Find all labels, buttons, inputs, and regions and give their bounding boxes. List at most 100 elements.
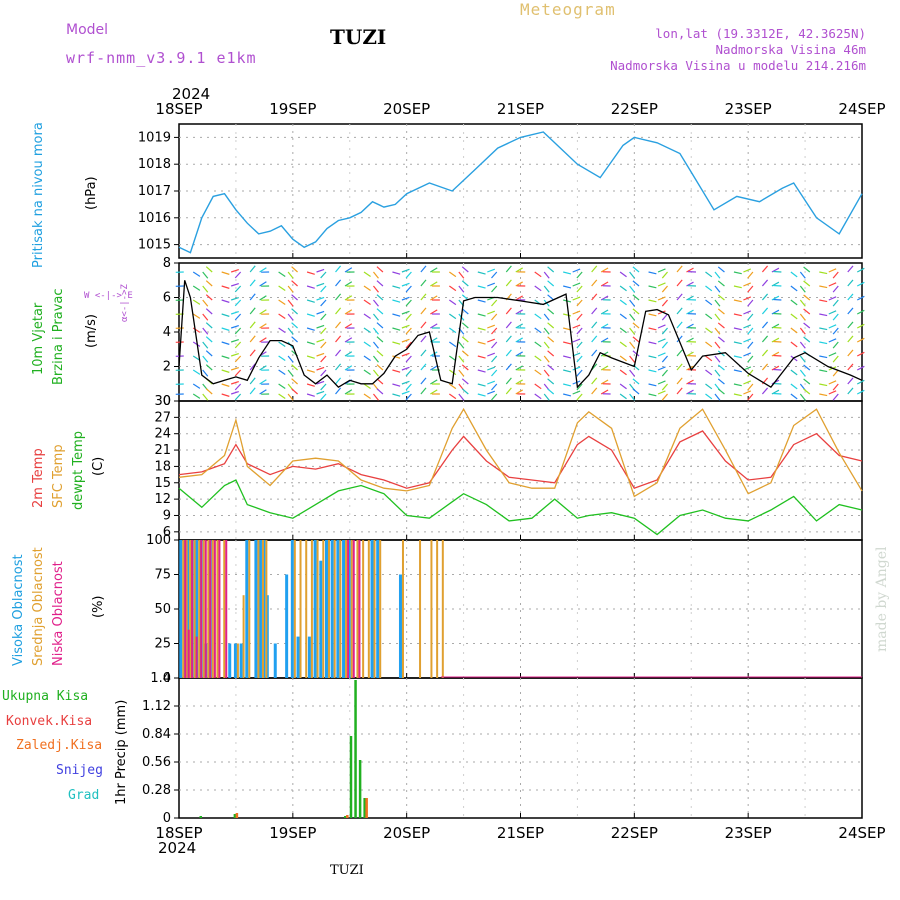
wind-arrow	[505, 387, 512, 395]
wind-arrow	[491, 383, 498, 391]
cloud-mid-bar	[401, 540, 404, 678]
wind-arrow	[230, 390, 239, 395]
wind-arrow	[705, 271, 713, 278]
wind-arrow	[657, 324, 666, 329]
wind-arrow	[205, 280, 213, 287]
wind-arrow	[576, 369, 583, 377]
wind-arrow	[534, 313, 542, 320]
precip-total-bar	[349, 736, 353, 818]
wind-arrow	[657, 338, 666, 343]
cloud-high-bar	[290, 540, 294, 678]
wind-arrow	[249, 321, 256, 329]
wind-arrow	[733, 355, 742, 359]
wind-arrow	[491, 299, 498, 307]
wind-arrow	[487, 282, 496, 287]
wind-arrow	[487, 268, 496, 273]
wind-arrow	[761, 265, 769, 273]
wind-arrow	[335, 293, 342, 301]
wind-arrow	[714, 341, 721, 349]
wind-arrow	[847, 293, 854, 301]
wind-arrow	[547, 336, 555, 343]
wind-arrow	[491, 393, 498, 401]
wind-arrow	[619, 299, 627, 306]
wind-arrow	[405, 327, 412, 335]
wind-arrow	[856, 337, 865, 343]
wind-arrow	[733, 383, 742, 387]
wind-arrow	[461, 322, 469, 329]
y-tick-label: 1016	[138, 211, 171, 226]
wind-arrow	[205, 322, 213, 329]
wind-arrow	[259, 379, 267, 385]
wind-arrow	[363, 383, 371, 390]
wind-arrow	[205, 364, 213, 371]
wind-arrow	[202, 369, 209, 377]
wind-arrow	[761, 307, 769, 315]
cloud-low-bar	[195, 636, 198, 678]
wind-arrow	[773, 326, 782, 329]
wind-arrow	[591, 293, 598, 301]
precip-total-bar	[363, 798, 366, 818]
cloud-low-bar	[187, 629, 190, 678]
wind-arrow	[600, 295, 609, 301]
wind-arrow	[819, 369, 828, 373]
wind-arrow	[487, 310, 496, 315]
wind-arrow	[547, 364, 555, 371]
wind-arrow	[392, 299, 401, 303]
wind-arrow	[563, 327, 572, 331]
cloud-mid-bar	[257, 540, 260, 678]
wind-arrow	[819, 313, 828, 317]
cloud-mid-bar	[367, 540, 370, 678]
precip-legend-conv: Konvek.Kisa	[6, 714, 92, 729]
wind-arrow	[534, 383, 542, 390]
y-tick-label: 9	[163, 508, 171, 523]
wind-arrow	[449, 299, 457, 306]
cloud-mid-bar	[293, 540, 296, 678]
wind-arrow	[234, 341, 242, 349]
wind-arrow	[632, 350, 640, 357]
wind-arrow	[316, 310, 325, 315]
wind-arrow	[405, 285, 412, 293]
x-tick-label-top: 23SEP	[725, 100, 772, 118]
wind-arrow	[743, 324, 752, 329]
wind-arrow	[629, 327, 636, 335]
wind-arrow	[335, 279, 342, 287]
wind-arrow	[221, 341, 230, 345]
x-tick-label-bottom: 23SEP	[725, 824, 772, 842]
watermark: made by Angel	[874, 546, 890, 652]
wind-arrow	[477, 393, 486, 397]
y-tick-label: 1015	[138, 238, 171, 253]
wind-arrow	[249, 307, 256, 315]
wind-arrow	[405, 341, 412, 349]
wind-arrow	[505, 363, 512, 371]
wind-arrow	[714, 271, 721, 279]
wind-arrow	[335, 363, 342, 371]
wind-arrow	[335, 335, 342, 343]
wind-arrow	[372, 271, 379, 279]
wind-arrow	[491, 369, 498, 377]
wind-arrow	[420, 335, 427, 343]
wind-arrow	[619, 383, 627, 390]
wind-arrow	[803, 364, 811, 371]
cloud-high-bar	[342, 540, 346, 678]
cloud-high-bar	[324, 540, 328, 678]
wind-arrow	[458, 355, 465, 363]
x-tick-label-top: 20SEP	[383, 100, 430, 118]
wind-arrow	[477, 327, 486, 331]
wind-arrow	[405, 383, 412, 391]
wind-arrow	[202, 327, 209, 335]
wind-arrow	[686, 281, 694, 287]
wind-arrow	[461, 336, 469, 343]
y-tick-label: 0	[163, 394, 171, 409]
wind-arrow	[661, 299, 668, 307]
wind-arrow	[320, 369, 327, 377]
y-tick-label: 15	[154, 476, 171, 491]
wind-arrow	[534, 285, 542, 292]
wind-arrow	[705, 313, 713, 320]
wind-arrow	[461, 280, 469, 287]
y-tick-label: 4	[163, 325, 171, 340]
wind-arrow	[249, 335, 256, 343]
wind-arrow	[856, 365, 865, 371]
wind-arrow	[505, 377, 512, 385]
cloud-mid-bar	[362, 540, 365, 678]
wind-arrow	[461, 308, 469, 315]
